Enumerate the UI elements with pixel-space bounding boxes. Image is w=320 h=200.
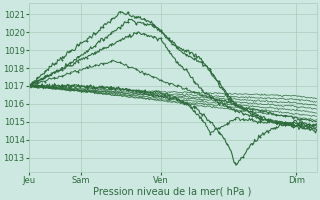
X-axis label: Pression niveau de la mer( hPa ): Pression niveau de la mer( hPa ) (93, 187, 252, 197)
